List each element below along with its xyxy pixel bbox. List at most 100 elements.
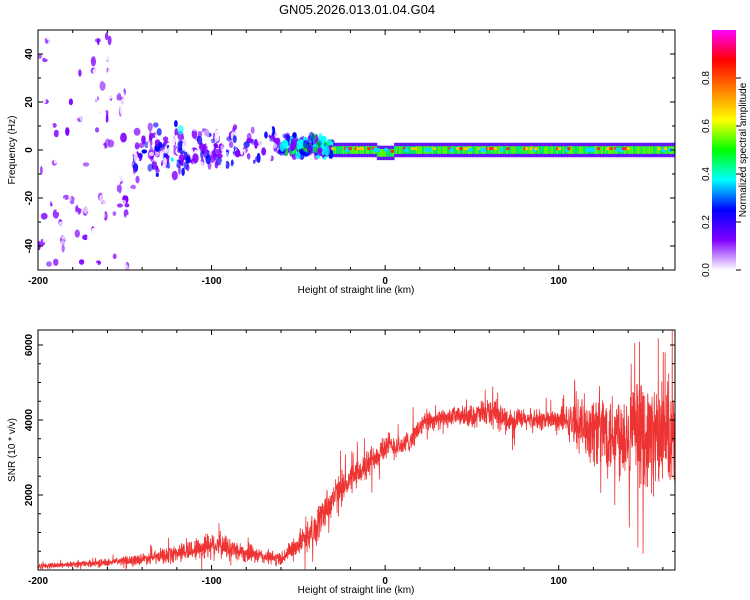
spectrogram-cell bbox=[383, 149, 386, 157]
snr-y-axis-label: SNR (10 * v/v) bbox=[7, 418, 18, 482]
spectrogram-cell bbox=[158, 175, 165, 181]
spectrogram-cell bbox=[129, 188, 135, 197]
spectrogram-cell bbox=[98, 70, 102, 76]
spectrogram-cell bbox=[112, 112, 119, 118]
spectrogram-cell bbox=[224, 151, 229, 158]
spectrogram-cell bbox=[656, 146, 659, 154]
spectrogram-cell bbox=[101, 235, 107, 242]
spectrogram-cell bbox=[98, 252, 104, 259]
spectrogram-cell bbox=[511, 146, 514, 154]
spectrogram-cell bbox=[244, 91, 251, 97]
spectrogram-cell bbox=[162, 157, 168, 167]
colorbar-tick-label: 0.6 bbox=[701, 119, 712, 133]
spectrogram-cell bbox=[155, 172, 159, 177]
spectrogram-cell bbox=[665, 146, 668, 154]
spectrogram-cell bbox=[198, 93, 205, 102]
spectrogram-cell bbox=[263, 201, 270, 210]
snr-y-ticks: 2000 4000 6000 bbox=[24, 333, 675, 571]
spectrogram-cell bbox=[47, 175, 52, 181]
spectrogram-cell bbox=[173, 160, 178, 166]
spectrogram-cell bbox=[192, 188, 199, 197]
spectrogram-cell bbox=[149, 169, 156, 178]
spectrogram-cell bbox=[58, 61, 64, 70]
spectrogram-cell bbox=[211, 138, 216, 144]
spectrogram-cell bbox=[116, 183, 122, 194]
spectrogram-cell bbox=[116, 50, 123, 59]
spectrogram-cell bbox=[573, 146, 576, 154]
spectrogram-cell bbox=[634, 146, 637, 154]
spectrogram-cell bbox=[240, 75, 244, 86]
x-tick-label: -200 bbox=[28, 276, 48, 287]
spectrogram-cell bbox=[145, 94, 150, 100]
spectrogram-cell bbox=[38, 225, 45, 236]
spectrogram-cell bbox=[266, 112, 270, 118]
spectrogram-cell bbox=[209, 153, 216, 163]
spectrogram-cell bbox=[267, 239, 274, 248]
spectrogram-cell bbox=[122, 76, 126, 83]
spectrogram-cell bbox=[459, 147, 464, 151]
spectrogram-cell bbox=[70, 176, 74, 186]
snr-x-axis-label: Height of straight line (km) bbox=[298, 585, 415, 596]
spectrogram-cell bbox=[650, 146, 653, 154]
spectrogram-cell bbox=[273, 138, 280, 144]
spectrogram-cell bbox=[79, 247, 86, 255]
spectrogram-cell bbox=[548, 146, 551, 154]
spectrogram-cell bbox=[238, 32, 244, 39]
spectrogram-cell bbox=[296, 140, 300, 146]
spectrogram-cell bbox=[422, 146, 425, 154]
spectrogram-cell bbox=[252, 173, 256, 181]
spectrogram-cell bbox=[262, 98, 268, 105]
spectrogram-cell bbox=[110, 195, 115, 203]
spectrogram-cell bbox=[154, 237, 158, 248]
x-tick-label: 100 bbox=[550, 576, 567, 587]
spectrogram-cell bbox=[40, 98, 47, 104]
spectrogram-cell bbox=[169, 228, 172, 235]
spectrogram-cell bbox=[124, 60, 130, 66]
y-tick-label: 0 bbox=[24, 147, 35, 153]
spectrogram-cell bbox=[47, 76, 50, 81]
spectrogram-cell bbox=[197, 46, 204, 55]
spectrogram-cell bbox=[517, 146, 520, 154]
spectrogram-cell bbox=[75, 109, 82, 119]
spectrogram-cell bbox=[81, 174, 85, 180]
spectrogram-cell bbox=[66, 110, 70, 117]
spectrogram-cell bbox=[158, 142, 163, 148]
spectrogram-cell bbox=[170, 55, 177, 61]
spectrogram-cell bbox=[121, 120, 128, 127]
spectrogram-cell bbox=[53, 115, 59, 123]
spectrogram-cell bbox=[202, 129, 210, 140]
spectrogram-cell bbox=[166, 53, 171, 62]
spectrogram-cell bbox=[147, 122, 153, 132]
spectrogram-cell bbox=[180, 64, 185, 75]
spectrogram-cell bbox=[266, 176, 269, 184]
spectrogram-cell bbox=[105, 202, 109, 210]
spectrogram-cell bbox=[111, 119, 119, 127]
spectrogram-cell bbox=[259, 73, 266, 83]
spectrogram-cell bbox=[164, 126, 170, 133]
spectrogram-cell bbox=[93, 262, 99, 269]
spectrogram-cell bbox=[256, 104, 261, 111]
spectrogram-cell bbox=[276, 128, 282, 134]
spectrogram-cell bbox=[42, 88, 50, 94]
spectrogram-cell bbox=[171, 170, 178, 181]
spectrogram-cell bbox=[647, 146, 650, 154]
spectrogram-cell bbox=[225, 160, 230, 169]
spectrogram-cell bbox=[400, 146, 403, 154]
spectrogram-cell bbox=[75, 148, 79, 156]
spectrogram-cell bbox=[39, 155, 46, 162]
spectrogram-cell bbox=[185, 246, 192, 253]
spectrogram-cell bbox=[258, 174, 265, 184]
spectrogram-cell bbox=[189, 168, 193, 179]
spectrogram-cell bbox=[61, 167, 65, 174]
spectrogram-cell bbox=[318, 146, 323, 153]
spectrogram-cell bbox=[150, 44, 158, 53]
spectrogram-cell bbox=[526, 146, 529, 154]
spectrogram-cell bbox=[120, 224, 128, 232]
spectrogram-cell bbox=[52, 149, 56, 160]
colorbar-label: Normalized spectral amplitude bbox=[738, 82, 749, 217]
spectrogram-cell bbox=[251, 78, 257, 85]
spectrogram-cell bbox=[134, 142, 140, 150]
spectrogram-cell bbox=[178, 250, 182, 256]
spectrogram-cell bbox=[112, 39, 117, 50]
spectrogram-cell bbox=[120, 258, 126, 266]
